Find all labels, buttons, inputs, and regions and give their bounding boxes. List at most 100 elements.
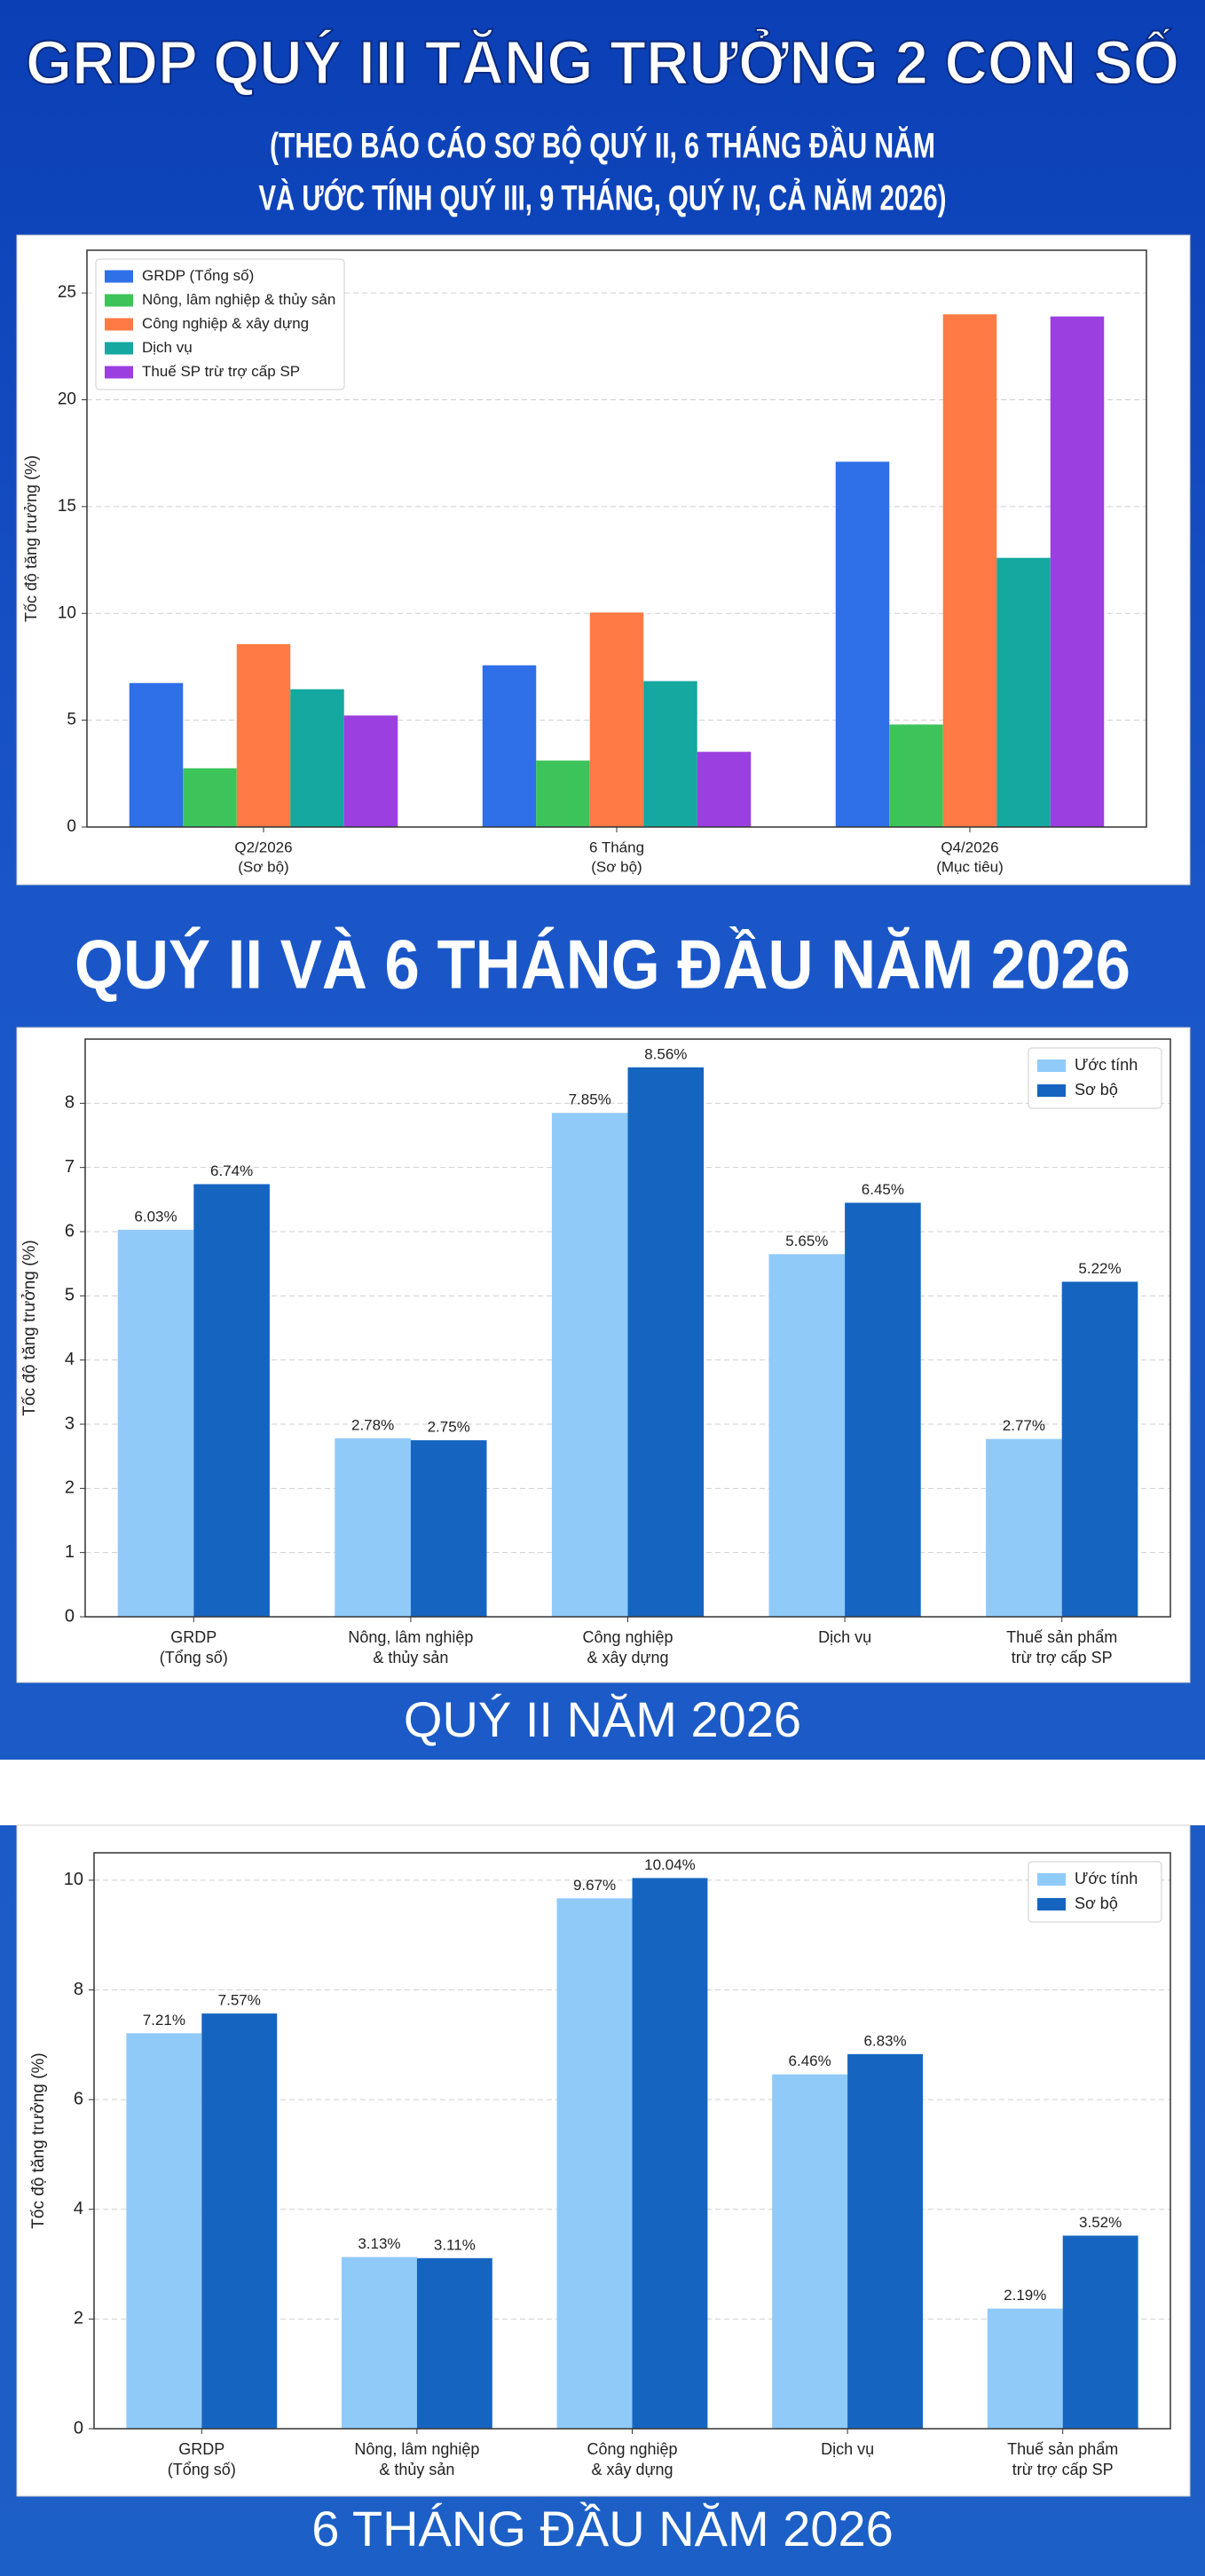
bar — [987, 2308, 1063, 2429]
y-axis-label: Tốc độ tăng trưởng (%) — [20, 1240, 39, 1415]
y-tick-label: 10 — [58, 603, 76, 622]
legend-label: GRDP (Tổng số) — [142, 267, 254, 284]
y-tick-label: 6 — [74, 2089, 83, 2108]
subtitle: VÀ ƯỚC TÍNH QUÝ III, 9 THÁNG, QUÝ IV, CẢ… — [259, 177, 947, 218]
legend-label: Công nghiệp & xây dựng — [142, 315, 309, 332]
bar — [772, 2074, 848, 2429]
x-tick-label: Công nghiệp — [582, 1628, 673, 1646]
y-tick-label: 5 — [65, 1286, 75, 1305]
x-tick-label: Nông, lâm nghiệp — [348, 1628, 473, 1646]
y-tick-label: 8 — [74, 1980, 83, 1999]
value-label: 3.13% — [358, 2235, 400, 2252]
x-tick-label: Thuế sản phẩm — [1006, 1628, 1117, 1646]
y-tick-label: 3 — [65, 1414, 75, 1433]
legend-swatch — [1037, 1898, 1066, 1910]
bar — [482, 665, 537, 827]
plot-frame — [86, 249, 1147, 828]
legend-swatch — [1037, 1060, 1066, 1072]
white-band — [0, 1760, 1205, 1825]
value-label: 8.56% — [644, 1045, 687, 1062]
value-label: 10.04% — [644, 1856, 696, 1873]
bar — [1050, 316, 1105, 827]
x-tick-label: trừ trợ cấp SP — [1012, 2461, 1114, 2478]
x-tick-label: & thủy sản — [379, 2461, 454, 2478]
y-tick-label: 7 — [65, 1157, 75, 1177]
bar — [343, 715, 398, 827]
value-label: 6.83% — [863, 2032, 906, 2049]
chart-caption: QUÝ II NĂM 2026 — [404, 1691, 801, 1747]
value-label: 7.21% — [143, 2012, 185, 2029]
legend-swatch — [1037, 1084, 1066, 1097]
bar — [847, 2053, 924, 2429]
y-tick-label: 0 — [67, 817, 76, 836]
y-tick-label: 10 — [64, 1870, 83, 1889]
y-tick-label: 6 — [65, 1221, 75, 1241]
bar — [889, 724, 943, 827]
bar — [627, 1067, 705, 1617]
value-label: 6.74% — [210, 1162, 253, 1179]
bar — [556, 1898, 633, 2429]
legend-label: Ước tính — [1075, 1870, 1138, 1887]
bar — [117, 1229, 194, 1617]
bar — [589, 612, 644, 827]
y-tick-label: 2 — [65, 1478, 75, 1498]
legend-swatch — [105, 366, 133, 379]
y-axis-label: Tốc độ tăng trưởng (%) — [22, 455, 40, 622]
bar — [986, 1438, 1062, 1617]
y-tick-label: 20 — [58, 390, 76, 409]
x-tick-label: (Tổng số) — [168, 2461, 236, 2478]
legend-swatch — [105, 294, 133, 307]
legend-label: Sơ bộ — [1075, 1895, 1118, 1912]
value-label: 5.65% — [785, 1233, 828, 1249]
x-tick-label: Dịch vụ — [818, 1628, 871, 1646]
value-label: 6.03% — [134, 1208, 177, 1225]
bar — [632, 1878, 708, 2429]
y-tick-label: 4 — [74, 2199, 83, 2218]
y-tick-label: 0 — [65, 1606, 75, 1626]
x-tick-label: Nông, lâm nghiệp — [354, 2440, 479, 2458]
y-tick-label: 1 — [65, 1542, 75, 1562]
bar — [697, 752, 752, 827]
bar — [536, 760, 590, 827]
y-axis-label: Tốc độ tăng trưởng (%) — [29, 2052, 48, 2228]
x-tick-label: & thủy sản — [373, 1649, 448, 1666]
legend-swatch — [105, 342, 133, 355]
x-tick-label: 6 Tháng — [589, 839, 644, 855]
bar — [643, 681, 697, 827]
x-tick-label: (Mục tiêu) — [936, 858, 1004, 875]
y-tick-label: 8 — [65, 1093, 75, 1113]
bar — [290, 689, 344, 827]
bar — [845, 1202, 921, 1617]
legend-swatch — [105, 270, 133, 283]
bar — [183, 768, 237, 827]
value-label: 5.22% — [1078, 1260, 1121, 1277]
y-tick-label: 25 — [58, 283, 76, 302]
legend-label: Sơ bộ — [1075, 1081, 1118, 1099]
bar — [201, 2013, 278, 2429]
value-label: 3.11% — [434, 2236, 476, 2253]
x-tick-label: & xây dựng — [587, 1649, 668, 1666]
value-label: 7.57% — [218, 1992, 261, 2009]
value-label: 2.75% — [428, 1419, 470, 1436]
bar — [551, 1113, 628, 1617]
bar — [416, 2257, 492, 2429]
bar — [126, 2033, 202, 2429]
value-label: 2.19% — [1004, 2287, 1046, 2304]
y-tick-label: 2 — [74, 2309, 83, 2328]
bar — [129, 682, 184, 827]
legend-label: Dịch vụ — [142, 339, 193, 356]
chart-caption: 6 THÁNG ĐẦU NĂM 2026 — [311, 2501, 894, 2556]
value-label: 6.45% — [862, 1181, 904, 1198]
bar — [1061, 1281, 1138, 1617]
value-label: 7.85% — [569, 1091, 611, 1108]
legend-box — [95, 258, 345, 390]
bar — [942, 314, 997, 827]
x-tick-label: Công nghiệp — [587, 2440, 677, 2458]
legend-swatch — [105, 318, 133, 331]
plot-frame — [93, 1852, 1171, 2430]
bar — [236, 643, 291, 827]
x-tick-label: (Sơ bộ) — [238, 858, 288, 875]
x-tick-label: GRDP — [170, 1628, 217, 1646]
x-tick-label: (Sơ bộ) — [591, 858, 642, 875]
